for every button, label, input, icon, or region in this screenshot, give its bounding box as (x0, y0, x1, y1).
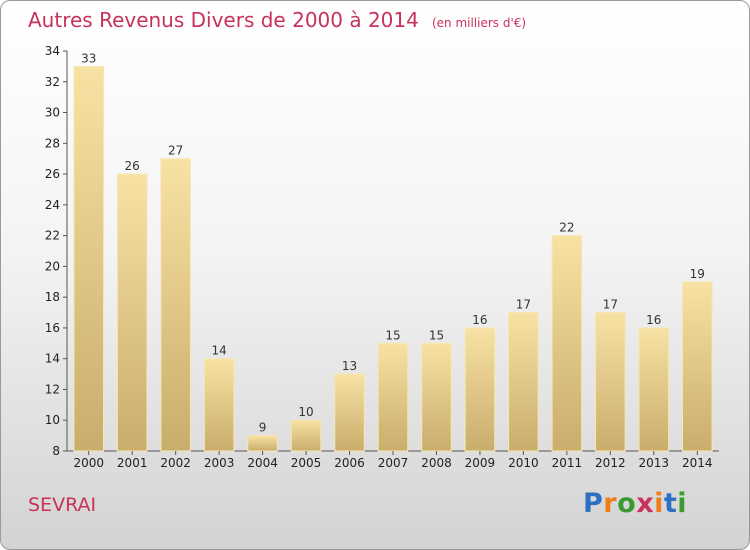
y-tick-label: 30 (45, 106, 60, 120)
y-tick-label: 20 (45, 259, 60, 273)
bar-value-label: 33 (81, 51, 96, 65)
bar (377, 342, 409, 452)
bar-value-label: 17 (516, 298, 531, 312)
y-tick-label: 8 (52, 444, 60, 458)
title-block: Autres Revenus Divers de 2000 à 2014 (en… (28, 8, 526, 32)
x-tick-label: 2013 (639, 456, 670, 470)
y-tick-label: 14 (45, 352, 60, 366)
y-tick-label: 22 (45, 229, 60, 243)
x-tick-label: 2009 (465, 456, 496, 470)
x-tick-label: 2004 (247, 456, 278, 470)
y-tick-label: 18 (45, 290, 60, 304)
y-tick-label: 32 (45, 75, 60, 89)
y-tick-label: 12 (45, 382, 60, 396)
bar (290, 419, 322, 452)
bar (508, 312, 539, 452)
bar (334, 373, 365, 452)
logo-letter: x (636, 488, 655, 519)
chart-title: Autres Revenus Divers de 2000 à 2014 (28, 8, 419, 32)
x-tick-label: 2001 (117, 456, 148, 470)
y-tick-label: 16 (45, 321, 60, 335)
bar-value-label: 19 (690, 267, 705, 281)
bar-value-label: 15 (385, 328, 400, 342)
bar-value-label: 15 (429, 328, 444, 342)
bar (421, 342, 452, 452)
bar (73, 65, 105, 452)
bar (595, 312, 626, 452)
bar (638, 327, 670, 452)
bar (160, 158, 191, 452)
x-tick-label: 2008 (421, 456, 452, 470)
bar (551, 235, 583, 452)
x-tick-label: 2012 (595, 456, 626, 470)
logo-letter: i (654, 488, 664, 519)
bar-value-label: 17 (603, 298, 618, 312)
bar-value-label: 22 (559, 221, 574, 235)
bar (247, 435, 278, 452)
x-tick-label: 2003 (204, 456, 235, 470)
x-tick-label: 2006 (334, 456, 365, 470)
bar-value-label: 14 (211, 344, 226, 358)
logo-letter: r (603, 488, 618, 519)
x-tick-label: 2000 (73, 456, 104, 470)
y-tick-label: 34 (45, 44, 60, 58)
x-tick-label: 2002 (160, 456, 191, 470)
logo-letter: i (677, 488, 688, 519)
bar-value-label: 16 (646, 313, 661, 327)
x-tick-label: 2007 (378, 456, 409, 470)
bar (464, 327, 496, 452)
proxiti-logo[interactable]: Proxiti (583, 488, 687, 519)
bar-value-label: 9 (259, 421, 267, 435)
x-tick-label: 2005 (291, 456, 322, 470)
x-tick-label: 2010 (508, 456, 539, 470)
y-tick-label: 26 (45, 167, 60, 181)
y-tick-label: 10 (45, 413, 60, 427)
y-tick-label: 24 (45, 198, 60, 212)
bar-value-label: 13 (342, 359, 357, 373)
logo-letter: P (583, 488, 604, 519)
commune-name: SEVRAI (28, 494, 97, 516)
x-tick-label: 2014 (682, 456, 713, 470)
bar-value-label: 26 (125, 159, 140, 173)
y-tick-label: 28 (45, 136, 60, 150)
logo-letter: o (617, 488, 637, 519)
bar-value-label: 16 (472, 313, 487, 327)
bar-value-label: 27 (168, 144, 183, 158)
chart-unit-note: (en milliers d'€) (431, 16, 527, 30)
logo-letter: t (663, 488, 678, 519)
bar (203, 358, 235, 452)
bar (116, 173, 148, 452)
x-tick-label: 2011 (552, 456, 583, 470)
bar (681, 281, 713, 452)
bar-value-label: 10 (298, 405, 313, 419)
